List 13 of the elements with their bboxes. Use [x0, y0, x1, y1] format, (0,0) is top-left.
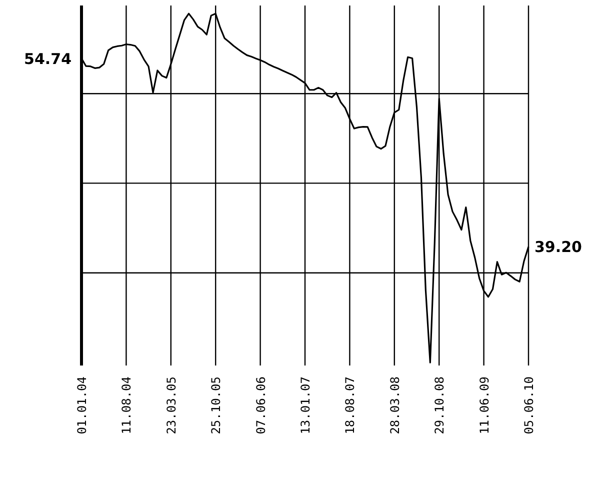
- data-label: 54.74: [24, 50, 72, 68]
- x-tick-label: 01.01.04: [75, 376, 89, 434]
- x-tick-label: 29.10.08: [432, 376, 447, 434]
- x-tick-label: 05.06.10: [522, 376, 536, 434]
- x-tick-label: 07.06.06: [254, 376, 268, 434]
- x-tick-label: 25.10.05: [209, 376, 224, 434]
- data-label: 39.20: [534, 238, 582, 256]
- x-tick-label: 28.03.08: [388, 376, 402, 434]
- x-tick-label: 23.03.05: [164, 376, 178, 434]
- x-tick-label: 11.06.09: [477, 376, 492, 434]
- x-tick-label: 11.08.04: [120, 376, 134, 434]
- x-tick-label: 13.01.07: [298, 376, 312, 434]
- x-tick-label: 18.08.07: [343, 376, 358, 434]
